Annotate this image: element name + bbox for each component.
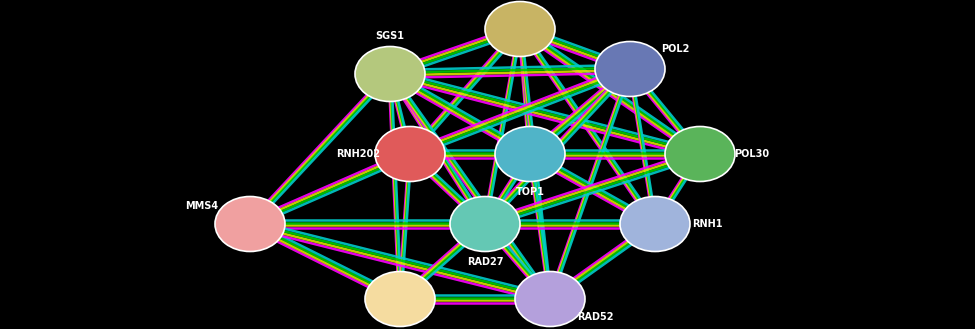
- Ellipse shape: [215, 196, 285, 251]
- Text: RAD52: RAD52: [577, 312, 613, 322]
- Ellipse shape: [375, 126, 445, 182]
- Text: RNH202: RNH202: [336, 149, 380, 159]
- Ellipse shape: [595, 41, 665, 96]
- Text: POL2: POL2: [661, 44, 689, 54]
- Ellipse shape: [665, 126, 735, 182]
- Text: TOP1: TOP1: [516, 187, 544, 197]
- Ellipse shape: [355, 46, 425, 102]
- Ellipse shape: [485, 2, 555, 57]
- Ellipse shape: [495, 126, 565, 182]
- Ellipse shape: [365, 271, 435, 326]
- Text: SGS1: SGS1: [375, 31, 405, 41]
- Text: RAD27: RAD27: [467, 257, 503, 267]
- Ellipse shape: [450, 196, 520, 251]
- Text: POL30: POL30: [734, 149, 769, 159]
- Ellipse shape: [620, 196, 690, 251]
- Text: MMS4: MMS4: [185, 201, 218, 211]
- Ellipse shape: [515, 271, 585, 326]
- Text: RNH1: RNH1: [691, 219, 722, 229]
